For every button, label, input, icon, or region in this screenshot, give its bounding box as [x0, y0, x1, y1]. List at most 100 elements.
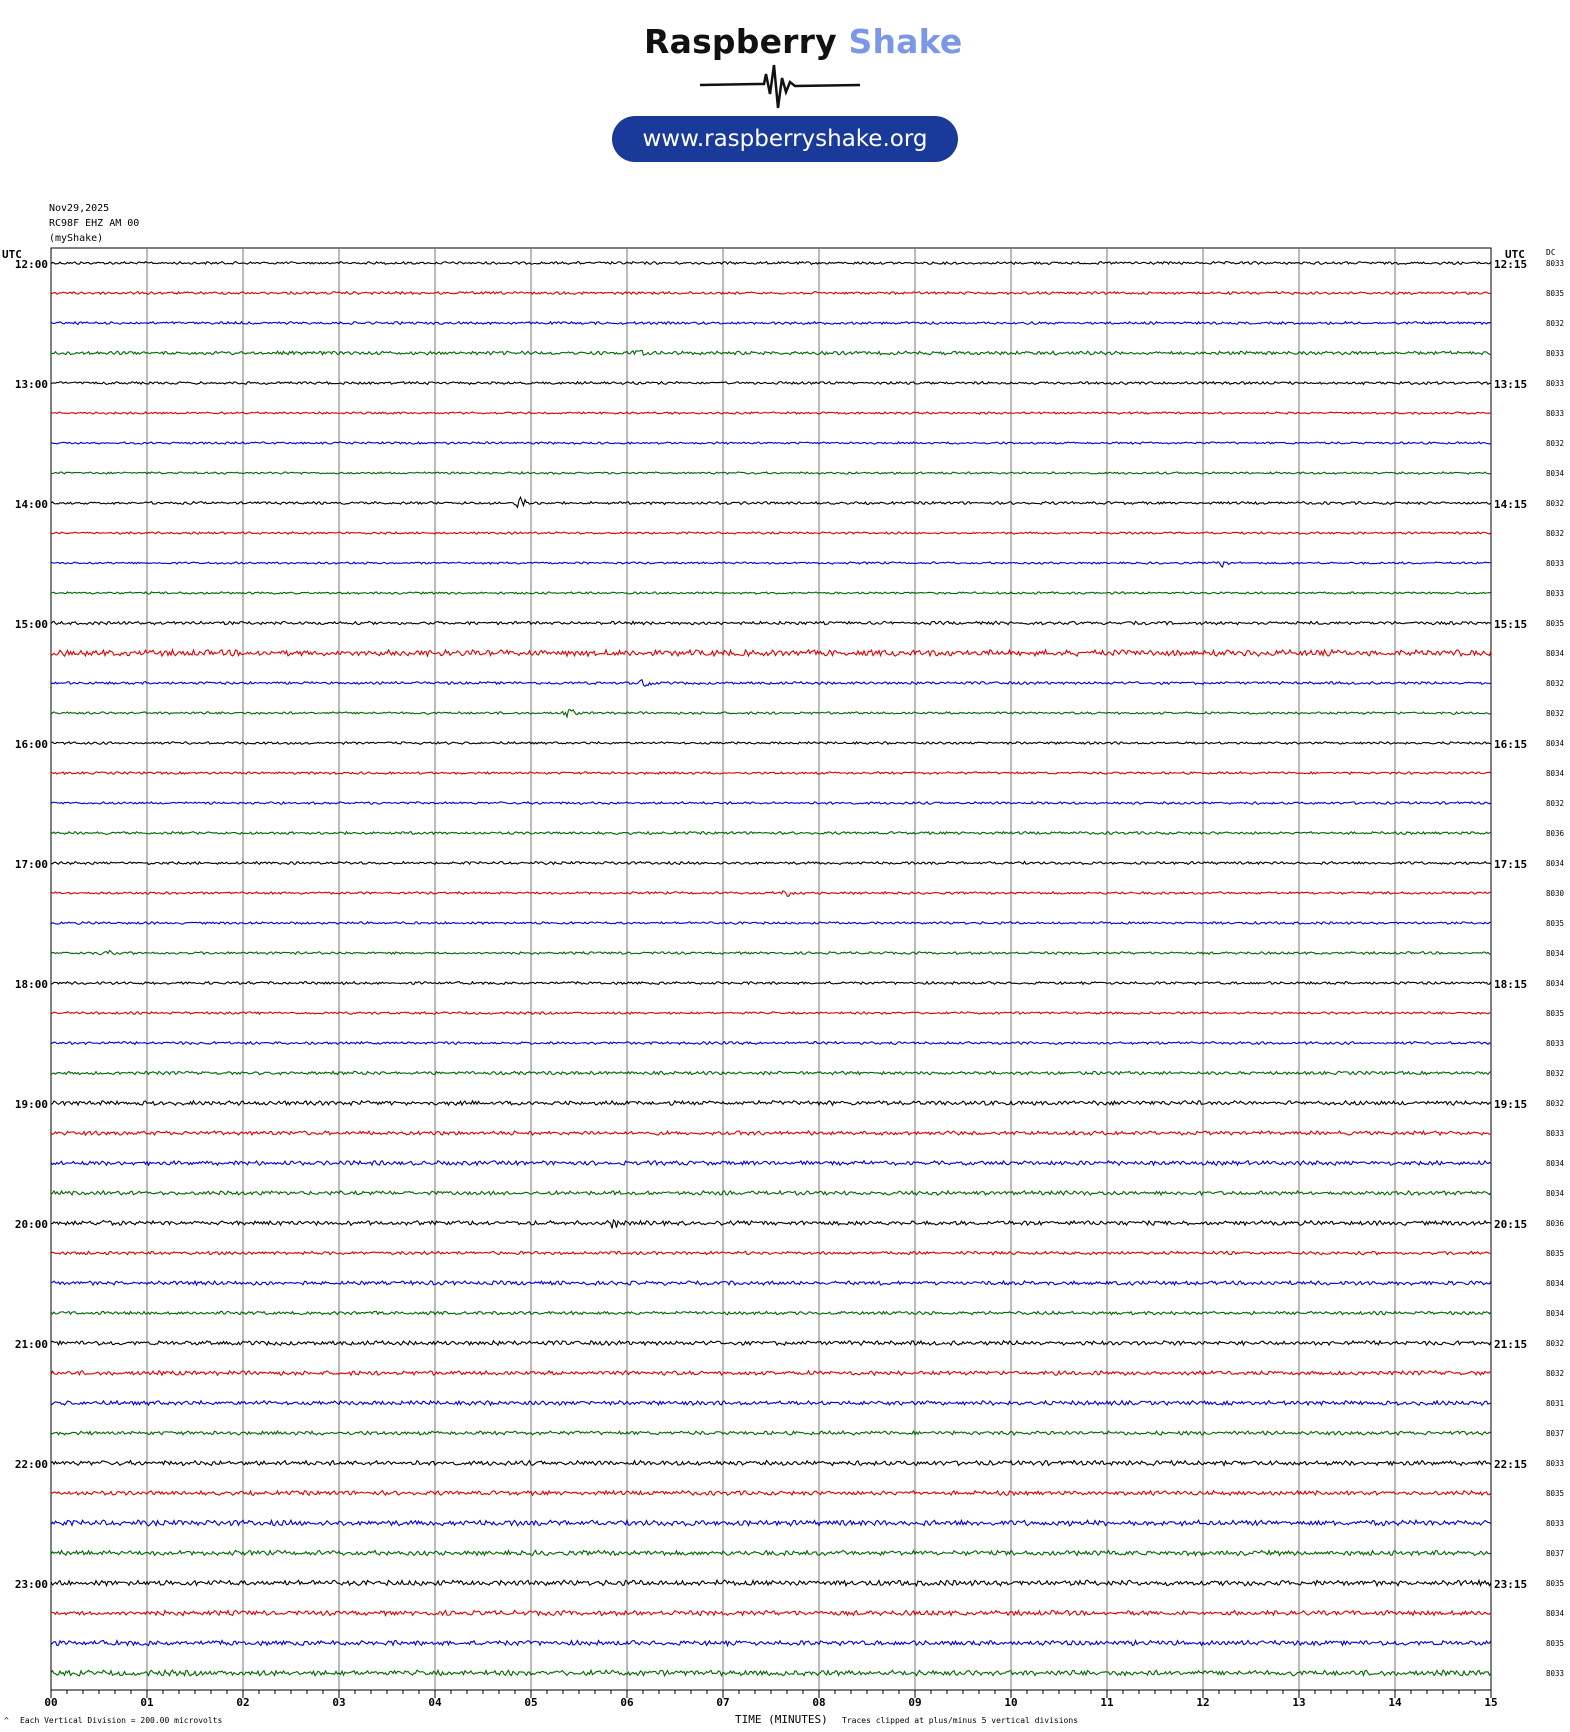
- right-hour-label: 20:15: [1494, 1218, 1527, 1231]
- seismic-trace: [50, 648, 1492, 658]
- seismic-trace: [50, 1429, 1492, 1437]
- right-hour-label: 14:15: [1494, 498, 1527, 511]
- seismic-trace: [50, 830, 1492, 836]
- dc-offset-label: 8033: [1546, 1519, 1564, 1528]
- dc-offset-label: 8032: [1546, 679, 1564, 688]
- x-tick-label: 02: [236, 1696, 249, 1709]
- plot-frame: [50, 247, 1492, 1691]
- station-code: RC98F EHZ AM 00: [49, 218, 140, 229]
- dc-offset-label: 8033: [1546, 379, 1564, 388]
- x-axis-title: TIME (MINUTES): [735, 1713, 828, 1726]
- dc-offset-label: 8032: [1546, 1069, 1564, 1078]
- seismic-trace: [50, 770, 1492, 776]
- seismic-trace: [50, 1459, 1492, 1467]
- dc-offset-label: 8032: [1546, 799, 1564, 808]
- x-tick-label: 10: [1004, 1696, 1017, 1709]
- dc-offset-label: 8033: [1546, 1039, 1564, 1048]
- seismic-wave-icon: [700, 64, 860, 109]
- seismic-trace: [50, 260, 1492, 266]
- dc-offset-label: 8035: [1546, 919, 1564, 928]
- dc-offset-label: 8033: [1546, 1129, 1564, 1138]
- dc-offset-label: 8033: [1546, 1459, 1564, 1468]
- x-tick-label: 06: [620, 1696, 634, 1709]
- left-hour-label: 13:00: [15, 378, 48, 391]
- dc-offset-label: 8034: [1546, 1189, 1565, 1198]
- right-hour-label: 16:15: [1494, 738, 1527, 751]
- dc-offset-label: 8035: [1546, 1009, 1564, 1018]
- seismic-trace: [50, 1668, 1492, 1678]
- dc-offset-label: 8034: [1546, 1309, 1565, 1318]
- seismic-trace: [50, 349, 1492, 356]
- dc-column-title: DC: [1546, 248, 1556, 257]
- right-hour-label: 23:15: [1494, 1578, 1527, 1591]
- right-hour-label: 17:15: [1494, 858, 1527, 871]
- seismic-trace: [50, 531, 1492, 535]
- seismic-trace: [50, 1250, 1492, 1256]
- seismic-trace: [50, 411, 1492, 415]
- clip-note: Traces clipped at plus/minus 5 vertical …: [842, 1716, 1079, 1725]
- dc-offset-label: 8034: [1546, 979, 1565, 988]
- x-tick-label: 13: [1292, 1696, 1305, 1709]
- x-tick-label: 04: [428, 1696, 442, 1709]
- dc-offset-label: 8034: [1546, 1159, 1565, 1168]
- left-hour-label: 15:00: [15, 618, 48, 631]
- dc-offset-label: 8037: [1546, 1429, 1564, 1438]
- dc-offset-label: 8035: [1546, 1579, 1564, 1588]
- dc-offset-label: 8032: [1546, 1369, 1564, 1378]
- dc-offset-label: 8034: [1546, 1279, 1565, 1288]
- record-date: Nov29,2025: [49, 203, 110, 214]
- seismic-trace: [50, 320, 1492, 326]
- seismic-trace: [50, 678, 1492, 687]
- right-axis-title: UTC: [1505, 248, 1525, 261]
- dc-offset-label: 8033: [1546, 559, 1564, 568]
- dc-offset-label: 8036: [1546, 1219, 1565, 1228]
- seismic-trace: [50, 708, 1492, 719]
- left-hour-label: 12:00: [15, 258, 48, 271]
- seismic-trace: [50, 290, 1492, 296]
- scale-note: Each Vertical Division = 200.00 microvol…: [20, 1716, 223, 1725]
- dc-offset-label: 8034: [1546, 649, 1565, 658]
- data-source: (myShake): [49, 233, 104, 244]
- dc-offset-label: 8035: [1546, 1249, 1564, 1258]
- seismic-trace: [50, 1310, 1492, 1316]
- dc-offset-label: 8034: [1546, 739, 1565, 748]
- left-hour-label: 19:00: [15, 1098, 48, 1111]
- seismic-trace: [50, 1639, 1492, 1648]
- seismic-trace: [50, 560, 1492, 569]
- right-hour-label: 22:15: [1494, 1458, 1527, 1471]
- dc-offset-label: 8035: [1546, 619, 1564, 628]
- raspberry-shake-logo: Raspberry Shake www.raspberryshake.org: [560, 18, 980, 168]
- seismic-trace: [50, 1489, 1492, 1497]
- dc-offset-label: 8032: [1546, 1339, 1564, 1348]
- left-hour-label: 21:00: [15, 1338, 48, 1351]
- right-hour-label: 18:15: [1494, 978, 1527, 991]
- seismic-trace: [50, 1339, 1492, 1347]
- dc-offset-label: 8034: [1546, 769, 1565, 778]
- dc-offset-label: 8033: [1546, 589, 1564, 598]
- dc-offset-label: 8031: [1546, 1399, 1564, 1408]
- x-tick-label: 01: [140, 1696, 154, 1709]
- brand-name-dark: Raspberry: [644, 22, 837, 61]
- dc-offset-label: 8033: [1546, 259, 1564, 268]
- dc-offset-label: 8035: [1546, 289, 1564, 298]
- seismic-trace: [50, 471, 1492, 475]
- brand-name: Raspberry Shake: [644, 22, 963, 61]
- x-tick-label: 08: [812, 1696, 825, 1709]
- right-hour-label: 15:15: [1494, 618, 1527, 631]
- dc-offset-label: 8032: [1546, 529, 1564, 538]
- x-tick-label: 00: [44, 1696, 57, 1709]
- seismic-trace: [50, 1369, 1492, 1377]
- seismic-trace: [50, 1070, 1492, 1076]
- seismic-trace: [50, 860, 1492, 866]
- x-tick-label: 09: [908, 1696, 921, 1709]
- x-tick-label: 12: [1196, 1696, 1209, 1709]
- seismic-trace: [50, 1040, 1492, 1046]
- dc-offset-label: 8035: [1546, 1639, 1564, 1648]
- seismic-trace: [50, 1010, 1492, 1016]
- seismic-trace: [50, 1279, 1492, 1287]
- right-hour-label: 13:15: [1494, 378, 1527, 391]
- dc-offset-label: 8032: [1546, 319, 1564, 328]
- dc-offset-label: 8035: [1546, 1489, 1564, 1498]
- website-link[interactable]: www.raspberryshake.org: [612, 116, 958, 162]
- seismic-trace: [50, 740, 1492, 746]
